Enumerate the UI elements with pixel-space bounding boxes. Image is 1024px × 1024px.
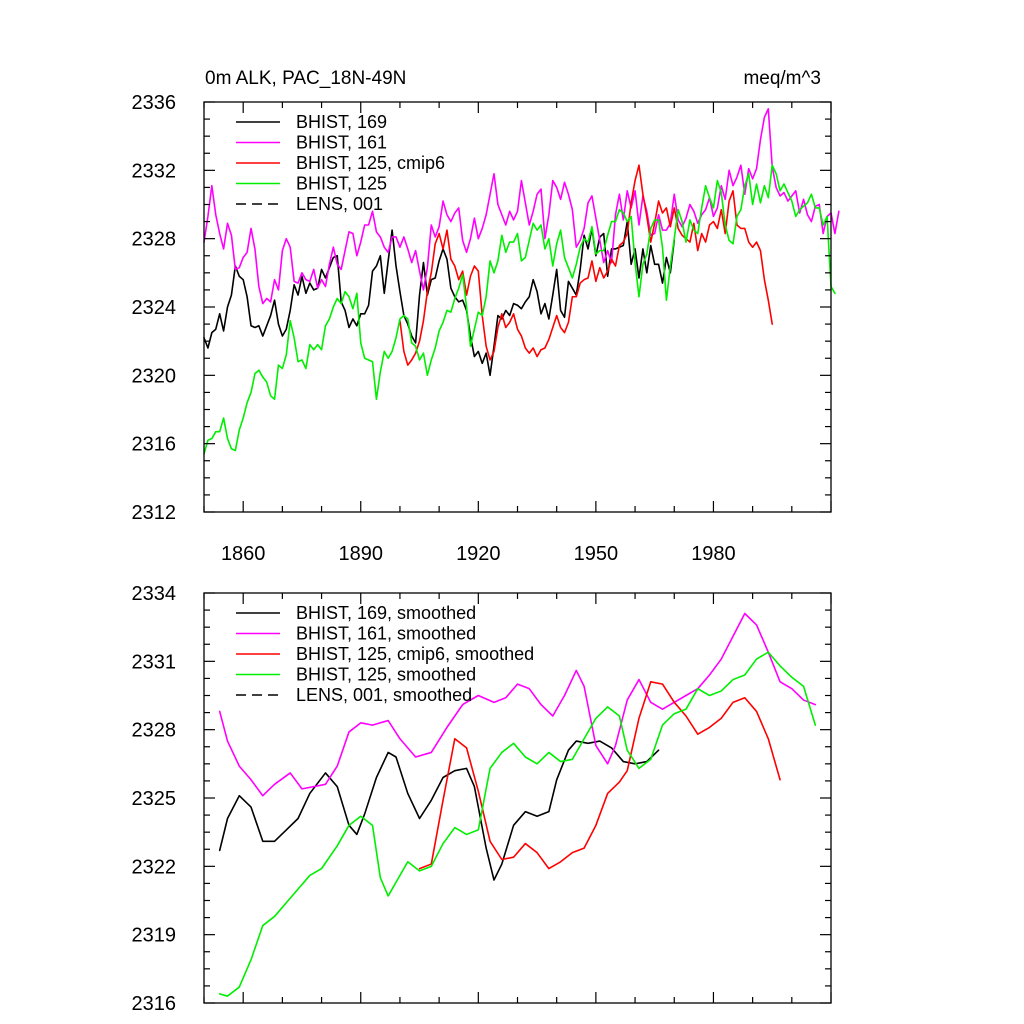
top-chart: 0m ALK, PAC_18N-49N meq/m^3 BHIST, 169BH… [132, 68, 840, 565]
top-xtick-label-1980: 1980 [691, 543, 736, 565]
bottom-ytick-label-2328: 2328 [132, 720, 177, 742]
bottom-series-line-3 [418, 681, 781, 870]
bottom-chart-data-lines [218, 612, 817, 997]
top-chart-units: meq/m^3 [743, 68, 821, 89]
top-series-line-3 [399, 164, 774, 366]
top-series-line-4 [203, 164, 836, 455]
top-ytick-label-2336: 2336 [132, 92, 177, 114]
top-xtick-label-1890: 1890 [339, 543, 384, 565]
bottom-legend-label-4: BHIST, 125, smoothed [296, 665, 476, 685]
top-xtick-label-1920: 1920 [456, 543, 501, 565]
bottom-series-line-1 [218, 740, 660, 881]
top-xtick-label-1860: 1860 [221, 543, 266, 565]
bottom-chart-axes: 2316 2319 2322 2325 2328 2331 2334 [132, 583, 832, 1015]
top-chart-data-lines [203, 108, 840, 455]
top-legend-label-3: BHIST, 125, cmip6 [296, 153, 445, 173]
bottom-legend-label-5: LENS, 001, smoothed [296, 685, 472, 705]
bottom-legend-label-2: BHIST, 161, smoothed [296, 624, 476, 644]
top-ytick-label-2316: 2316 [132, 434, 177, 456]
top-ytick-label-2332: 2332 [132, 160, 177, 182]
top-ytick-label-2320: 2320 [132, 365, 177, 387]
bottom-series-line-4 [218, 651, 817, 997]
top-xtick-label-1950: 1950 [574, 543, 619, 565]
top-series-line-1 [203, 220, 676, 377]
top-ytick-label-2328: 2328 [132, 229, 177, 251]
bottom-chart-frame [203, 592, 832, 1004]
bottom-legend-label-3: BHIST, 125, cmip6, smoothed [296, 644, 534, 664]
bottom-ytick-label-2322: 2322 [132, 856, 177, 878]
top-chart-title: 0m ALK, PAC_18N-49N [205, 68, 406, 89]
top-legend-label-4: BHIST, 125 [296, 174, 387, 194]
top-ytick-label-2324: 2324 [132, 297, 177, 319]
top-legend-label-1: BHIST, 169 [296, 112, 387, 132]
bottom-ytick-label-2334: 2334 [132, 583, 177, 605]
top-chart-frame [203, 101, 832, 513]
bottom-legend-label-1: BHIST, 169, smoothed [296, 603, 476, 623]
bottom-ytick-label-2316: 2316 [132, 993, 177, 1015]
top-chart-axes: 2312 2316 2320 2324 2328 2332 2336 1860 1890 1920… [132, 92, 832, 565]
bottom-ytick-label-2325: 2325 [132, 788, 177, 810]
bottom-ytick-label-2319: 2319 [132, 925, 177, 947]
top-legend-label-5: LENS, 001 [296, 194, 383, 214]
top-series-line-2 [203, 108, 840, 305]
top-ytick-label-2312: 2312 [132, 502, 177, 524]
top-legend-label-2: BHIST, 161 [296, 133, 387, 153]
bottom-series-line-2 [218, 612, 817, 797]
bottom-ytick-label-2331: 2331 [132, 651, 177, 673]
